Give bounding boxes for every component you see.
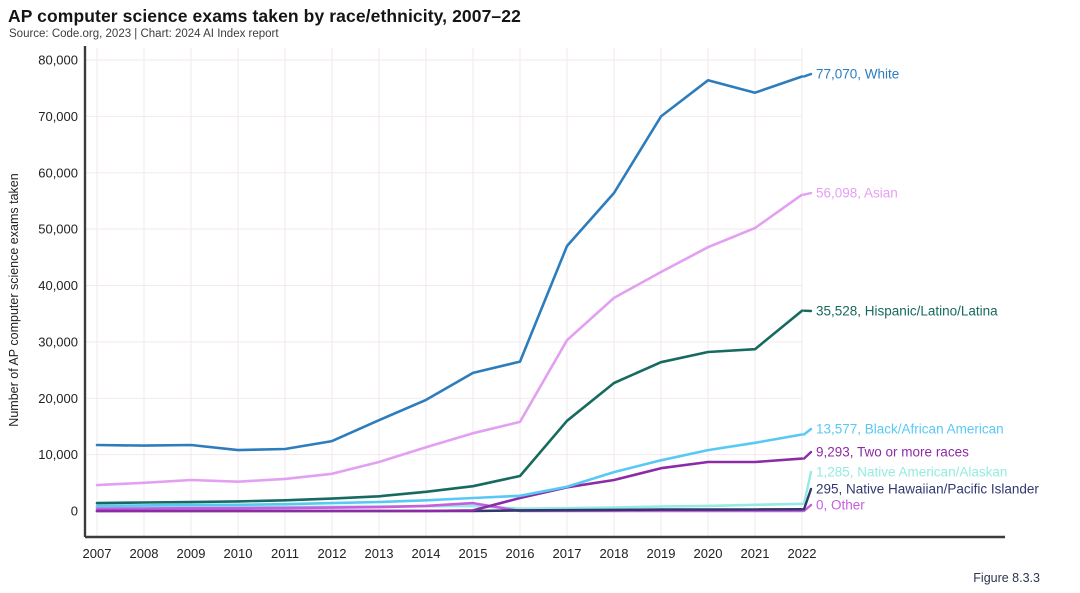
x-tick-label: 2019: [647, 546, 676, 561]
series-end-label-native-hawaiian-pacific-islander: 295, Native Hawaiian/Pacific Islander: [816, 482, 1039, 497]
chart-subtitle: Source: Code.org, 2023 | Chart: 2024 AI …: [9, 28, 279, 40]
x-tick-label: 2013: [365, 546, 394, 561]
y-tick-label: 30,000: [38, 334, 78, 349]
x-tick-label: 2021: [741, 546, 770, 561]
series-end-label-hispanic-latino-latina: 35,528, Hispanic/Latino/Latina: [816, 304, 998, 319]
y-tick-label: 20,000: [38, 391, 78, 406]
series-end-label-other: 0, Other: [816, 498, 865, 513]
series-line-black-african-american: [95, 433, 804, 508]
y-tick-label: 0: [71, 504, 78, 519]
x-tick-label: 2012: [318, 546, 347, 561]
series-line-two-or-more-races: [95, 457, 804, 513]
x-tick-label: 2016: [506, 546, 535, 561]
x-tick-label: 2011: [271, 546, 299, 561]
series-label-connector-black-african-american: [802, 427, 813, 436]
y-tick-label: 50,000: [38, 222, 78, 237]
y-tick-label: 60,000: [38, 165, 78, 180]
series-line-hispanic-latino-latina: [95, 309, 804, 505]
series-label-connector-native-hawaiian-pacific-islander: [802, 487, 813, 511]
x-tick-label: 2018: [600, 546, 629, 561]
series-end-label-native-american-alaskan: 1,285, Native American/Alaskan: [816, 465, 1007, 480]
figure-number: Figure 8.3.3: [973, 571, 1040, 585]
y-axis-title: Number of AP computer science exams take…: [7, 173, 21, 426]
series-end-label-asian: 56,098, Asian: [816, 186, 898, 201]
y-tick-label: 70,000: [38, 109, 78, 124]
series-end-label-black-african-american: 13,577, Black/African American: [816, 422, 1004, 437]
series-label-connector-asian: [802, 191, 813, 196]
x-tick-label: 2010: [224, 546, 253, 561]
chart-title: AP computer science exams taken by race/…: [8, 6, 521, 26]
x-tick-label: 2017: [553, 546, 582, 561]
x-tick-label: 2008: [130, 546, 159, 561]
y-tick-label: 10,000: [38, 447, 78, 462]
series-label-connector-white: [802, 72, 813, 78]
x-tick-label: 2007: [83, 546, 112, 561]
series-label-connector-other: [802, 503, 813, 513]
series-end-label-white: 77,070, White: [816, 67, 899, 82]
x-tick-label: 2014: [412, 546, 441, 561]
series-line-asian: [95, 193, 804, 487]
series-label-connector-two-or-more-races: [802, 450, 813, 460]
y-tick-label: 40,000: [38, 278, 78, 293]
series-line-white: [95, 75, 804, 452]
y-tick-label: 80,000: [38, 53, 78, 68]
series-label-connector-native-american-alaskan: [802, 470, 813, 505]
x-tick-label: 2022: [788, 546, 817, 561]
series-end-label-two-or-more-races: 9,293, Two or more races: [816, 445, 969, 460]
x-tick-label: 2020: [694, 546, 723, 561]
x-tick-label: 2009: [177, 546, 206, 561]
series-line-other: [95, 501, 804, 513]
x-tick-label: 2015: [459, 546, 488, 561]
